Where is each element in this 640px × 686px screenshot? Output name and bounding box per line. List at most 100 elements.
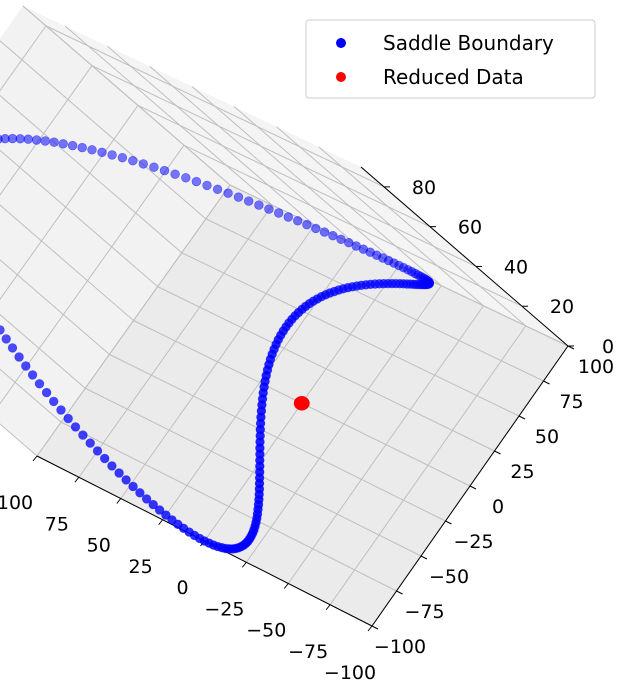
saddle-boundary-point: [302, 220, 312, 230]
back-left-pane: [0, 6, 230, 456]
y-tick-mark: [420, 555, 428, 560]
y-tick-mark: [543, 380, 550, 385]
saddle-boundary-point: [117, 153, 128, 163]
y-tick-label: 75: [559, 391, 583, 413]
saddle-boundary-point: [170, 169, 180, 179]
saddle-boundary-point: [244, 196, 254, 206]
saddle-boundary-point: [49, 137, 59, 147]
y-tick-label: 25: [510, 461, 534, 483]
saddle-boundary-point: [212, 184, 223, 195]
saddle-boundary-point: [128, 481, 138, 492]
wall-grid-x: [64, 25, 273, 206]
legend-marker-saddle-boundary: [336, 38, 346, 48]
tick-labels: 1007550250−25−50−75−100−100−75−50−250255…: [0, 177, 614, 684]
wall-grid-y: [0, 149, 158, 288]
x-tick-mark: [158, 519, 164, 526]
saddle-boundary-point: [107, 461, 117, 471]
wall-grid-z: [183, 144, 523, 307]
saddle-boundary-point: [85, 438, 95, 448]
saddle-boundary-point: [21, 361, 31, 371]
saddle-boundary-point: [41, 387, 52, 398]
saddle-boundary-point: [58, 139, 68, 149]
saddle-boundary-point: [274, 208, 284, 218]
x-tick-label: 75: [45, 513, 69, 535]
saddle-boundary-point: [56, 405, 66, 415]
wall-grid-y: [0, 94, 183, 254]
y-tick-mark: [396, 590, 403, 595]
z-tick-label: 0: [602, 336, 614, 358]
y-tick-label: −75: [404, 601, 444, 623]
saddle-boundary-point: [27, 370, 38, 380]
saddle-boundary-point: [87, 145, 97, 155]
x-tick-mark: [32, 455, 38, 462]
wall-grid-x: [276, 126, 484, 307]
saddle-boundary-point: [149, 162, 159, 172]
saddle-boundary-point: [107, 150, 117, 160]
y-tick-mark: [494, 450, 501, 455]
saddle-boundary-point: [40, 136, 50, 146]
x-tick-mark: [283, 583, 289, 589]
y-tick-label: −25: [453, 531, 493, 553]
series-saddle-boundary: [0, 133, 435, 554]
floor-grid-y: [157, 286, 495, 452]
y-tick-mark: [371, 625, 379, 630]
floor-grid-y: [205, 218, 544, 382]
saddle-boundary-point: [181, 173, 191, 183]
y-tick-mark: [445, 520, 452, 525]
x-tick-label: −25: [204, 598, 244, 620]
saddle-boundary-point: [202, 180, 212, 191]
saddle-boundary-point: [293, 216, 303, 226]
saddle-boundary-point: [7, 343, 18, 353]
wall-grid-y: [0, 204, 134, 321]
x-tick-label: 25: [129, 556, 153, 578]
saddle-boundary-point: [114, 468, 124, 478]
legend: Saddle Boundary Reduced Data: [305, 19, 596, 99]
saddle-boundary-point: [99, 453, 110, 464]
floor-grid-y: [60, 421, 397, 592]
legend-box: [305, 19, 596, 99]
legend-marker-reduced-data: [336, 72, 346, 82]
y-tick-mark: [518, 415, 526, 420]
x-tick-mark: [116, 498, 122, 504]
legend-label-reduced-data: Reduced Data: [383, 65, 524, 89]
saddle-boundary-point: [48, 396, 59, 407]
floor-grid-y: [109, 353, 446, 522]
z-axis-line: [360, 166, 569, 347]
wall-grid-x: [107, 45, 315, 226]
z-tick-label: 40: [504, 256, 528, 278]
z-tick-label: 80: [412, 177, 436, 199]
saddle-boundary-point: [14, 352, 24, 362]
wall-grid-x: [318, 146, 527, 327]
z-tick-label: 20: [550, 296, 574, 318]
floor-grid-y: [85, 387, 422, 557]
saddle-boundary-point: [31, 135, 42, 145]
saddle-boundary-point: [63, 413, 73, 424]
legend-label-saddle-boundary: Saddle Boundary: [383, 31, 554, 55]
wall-grid-y: [0, 368, 62, 423]
wall-grid-z: [0, 144, 185, 405]
y-tick-label: −100: [374, 636, 426, 658]
y-tick-mark: [469, 485, 477, 490]
saddle-boundary-point: [141, 494, 152, 504]
x-tick-label: −100: [324, 662, 376, 684]
wall-grid-y: [0, 313, 86, 389]
saddle-boundary-point: [254, 200, 264, 210]
saddle-boundary-point: [154, 505, 165, 515]
series-reduced-data: [293, 396, 310, 411]
wall-grid-z: [0, 65, 93, 196]
saddle-boundary-point: [135, 488, 145, 498]
saddle-boundary-point: [1, 334, 11, 344]
y-tick-label: 100: [578, 356, 614, 378]
floor-grid-y: [181, 252, 520, 417]
x-tick-mark: [74, 476, 80, 483]
wall-grid-x: [191, 86, 400, 266]
saddle-boundary-point: [148, 499, 158, 510]
saddle-boundary-point: [67, 140, 78, 151]
wall-grid-y: [0, 40, 207, 220]
saddle-boundary-point: [0, 325, 5, 335]
saddle-boundary-point: [121, 475, 131, 485]
saddle-boundary-point: [138, 159, 149, 169]
y-tick-label: 0: [492, 496, 504, 518]
x-tick-label: 100: [0, 492, 33, 514]
